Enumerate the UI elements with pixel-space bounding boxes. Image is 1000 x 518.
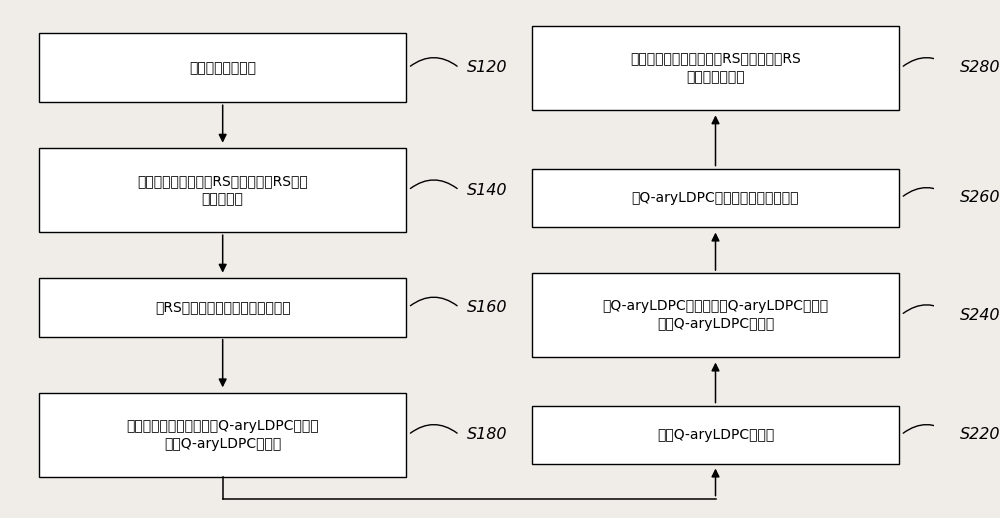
FancyBboxPatch shape [39,393,406,477]
FancyArrowPatch shape [903,305,950,313]
FancyBboxPatch shape [39,34,406,102]
FancyArrowPatch shape [410,297,457,306]
FancyBboxPatch shape [532,26,899,110]
FancyArrowPatch shape [903,57,950,66]
Text: 对Q-aryLDPC译码块进行解交织处理: 对Q-aryLDPC译码块进行解交织处理 [632,191,799,205]
Text: S260: S260 [960,190,1000,205]
Text: 对RS编码后的数据包进行交织处理: 对RS编码后的数据包进行交织处理 [155,300,290,314]
Text: 获取输入的数据包: 获取输入的数据包 [189,61,256,75]
FancyArrowPatch shape [903,425,950,433]
Text: S140: S140 [467,183,507,198]
Text: S180: S180 [467,427,507,442]
FancyArrowPatch shape [903,188,950,196]
Text: 接收Q-aryLDPC编码块: 接收Q-aryLDPC编码块 [657,428,774,442]
Text: 对数据包分组后进行RS编码，获得RS编码
后的数据包: 对数据包分组后进行RS编码，获得RS编码 后的数据包 [137,174,308,206]
Text: 对解交织处理后数据进行RS译码，获得RS
译码后的数据包: 对解交织处理后数据进行RS译码，获得RS 译码后的数据包 [630,52,801,84]
Text: S120: S120 [467,61,507,76]
FancyBboxPatch shape [532,273,899,357]
FancyBboxPatch shape [532,406,899,464]
Text: 对Q-aryLDPC编码块进行Q-aryLDPC译码，
获得Q-aryLDPC译码块: 对Q-aryLDPC编码块进行Q-aryLDPC译码， 获得Q-aryLDPC译… [602,299,829,332]
FancyBboxPatch shape [39,278,406,337]
FancyArrowPatch shape [410,425,457,433]
Text: 对交织处理后的数据进行Q-aryLDPC编码，
输出Q-aryLDPC编码块: 对交织处理后的数据进行Q-aryLDPC编码， 输出Q-aryLDPC编码块 [126,419,319,451]
FancyBboxPatch shape [39,148,406,232]
Text: S160: S160 [467,300,507,315]
FancyBboxPatch shape [532,168,899,227]
Text: S240: S240 [960,308,1000,323]
Text: S220: S220 [960,427,1000,442]
FancyArrowPatch shape [410,180,457,189]
Text: S280: S280 [960,61,1000,76]
FancyArrowPatch shape [410,57,457,66]
